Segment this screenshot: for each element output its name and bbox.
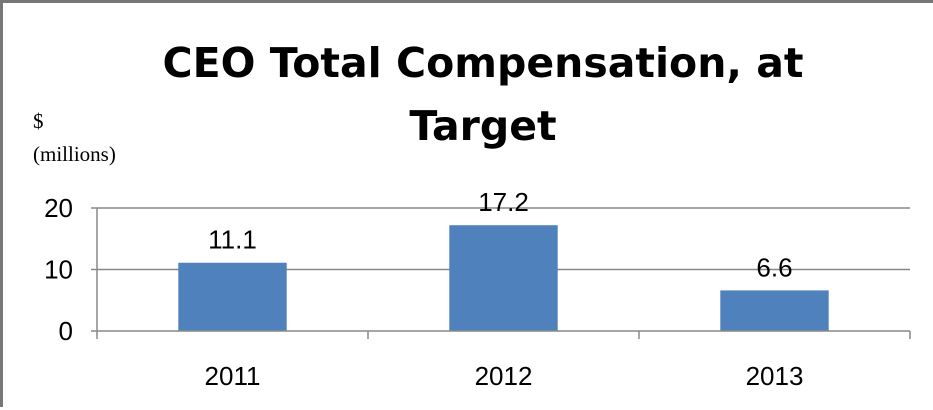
bar-chart: CEO Total Compensation, at Target $ (mil… — [33, 39, 911, 391]
y-tick-label: 10 — [44, 255, 73, 285]
plot-area: 0 10 20 11.1 2011 17.2 2012 6.6 2013 — [44, 187, 911, 391]
data-label-2011: 11.1 — [208, 225, 257, 255]
y-tick-label: 0 — [59, 316, 73, 346]
bar-2013 — [720, 290, 829, 331]
y-tick-label: 20 — [44, 193, 73, 223]
data-label-2013: 6.6 — [756, 252, 792, 282]
chart-title-line-2: Target — [409, 102, 556, 150]
x-tick-label-2013: 2013 — [746, 361, 804, 391]
y-unit-label: (millions) — [33, 142, 116, 166]
bar-2011 — [178, 262, 287, 331]
bar-2012 — [449, 225, 558, 331]
x-tick-label-2011: 2011 — [205, 361, 261, 391]
chart-title-line-1: CEO Total Compensation, at — [162, 39, 803, 87]
data-label-2012: 17.2 — [478, 187, 529, 217]
x-tick-label-2012: 2012 — [475, 361, 533, 391]
y-unit-symbol: $ — [33, 109, 44, 133]
